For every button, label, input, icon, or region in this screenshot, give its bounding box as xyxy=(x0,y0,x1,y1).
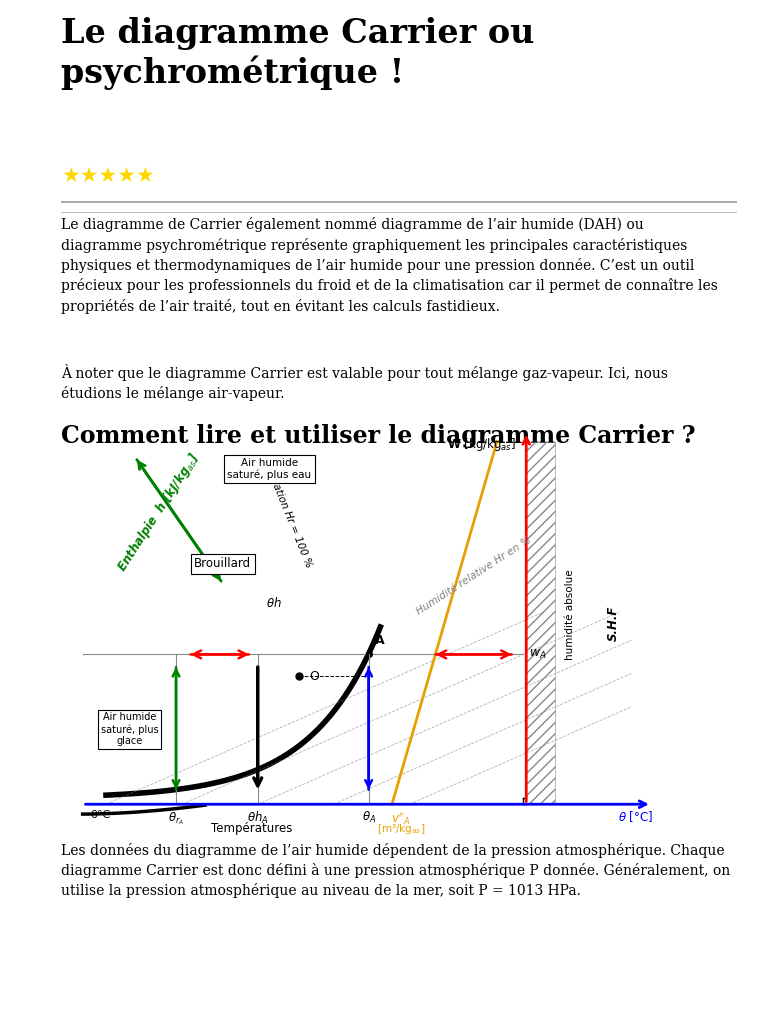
Text: Humidité relative Hr en %: Humidité relative Hr en % xyxy=(415,535,533,616)
Text: Les données du diagramme de l’air humide dépendent de la pression atmosphérique.: Les données du diagramme de l’air humide… xyxy=(61,843,730,898)
Text: A: A xyxy=(375,634,384,646)
Text: Brouillard: Brouillard xyxy=(194,557,251,570)
Text: $\theta_{r_A}$: $\theta_{r_A}$ xyxy=(168,810,184,826)
Text: Comment lire et utiliser le diagramme Carrier ?: Comment lire et utiliser le diagramme Ca… xyxy=(61,424,696,447)
Text: $\theta_A$: $\theta_A$ xyxy=(362,810,376,825)
Text: S.H.F: S.H.F xyxy=(607,605,621,641)
Text: À noter que le diagramme Carrier est valable pour tout mélange gaz-vapeur. Ici, : À noter que le diagramme Carrier est val… xyxy=(61,364,668,401)
Text: Air humide
saturé, plus
glace: Air humide saturé, plus glace xyxy=(101,713,158,746)
Text: Le diagramme Carrier ou
psychrométrique !: Le diagramme Carrier ou psychrométrique … xyxy=(61,16,535,90)
Text: $v''_A$: $v''_A$ xyxy=(391,810,411,826)
Text: $\theta$ [°C]: $\theta$ [°C] xyxy=(618,809,654,824)
Text: Saturation Hr = 100 %: Saturation Hr = 100 % xyxy=(260,456,313,569)
Text: [m³/kg$_{as}$]: [m³/kg$_{as}$] xyxy=(376,822,425,836)
Text: ★★★★★: ★★★★★ xyxy=(61,166,155,186)
Text: Enthalpie  h [kJ/kg$_{as}$]: Enthalpie h [kJ/kg$_{as}$] xyxy=(114,450,204,575)
Text: Air humide
saturé, plus eau: Air humide saturé, plus eau xyxy=(227,458,312,480)
Text: 0°C: 0°C xyxy=(90,810,111,820)
Text: $\theta h$: $\theta h$ xyxy=(266,596,283,610)
Text: $\theta h_A$: $\theta h_A$ xyxy=(247,810,269,826)
Text: Températures: Températures xyxy=(211,822,293,835)
Text: $w_A$: $w_A$ xyxy=(529,648,547,660)
Text: humidité absolue: humidité absolue xyxy=(565,569,575,660)
Text: Le diagramme de Carrier également nommé diagramme de l’air humide (DAH) ou
diagr: Le diagramme de Carrier également nommé … xyxy=(61,217,718,313)
Text: $\mathbf{W}$ [kg/kg$_{as}$]: $\mathbf{W}$ [kg/kg$_{as}$] xyxy=(448,435,517,453)
Text: O: O xyxy=(309,670,319,683)
